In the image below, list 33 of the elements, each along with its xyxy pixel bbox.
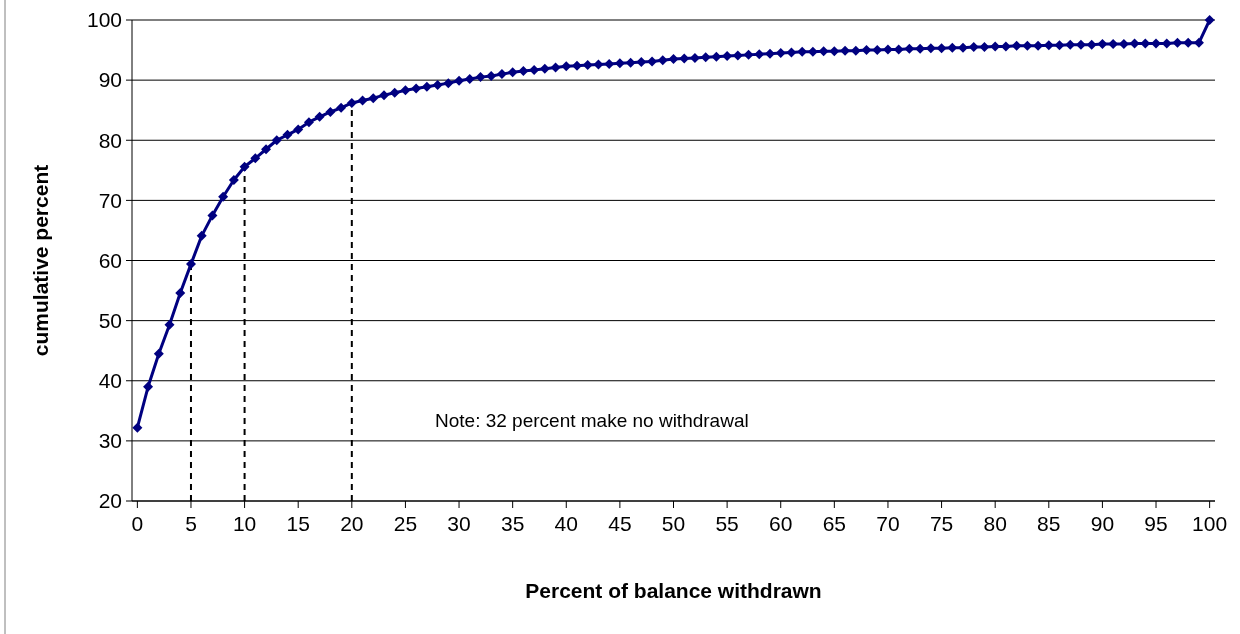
annotation: Note: 32 percent make no withdrawal bbox=[435, 410, 749, 431]
y-tick-label: 30 bbox=[98, 429, 122, 453]
x-tick-label: 100 bbox=[1192, 512, 1228, 535]
y-tick-label: 60 bbox=[98, 248, 122, 272]
y-tick-label: 90 bbox=[98, 68, 122, 92]
y-tick-label: 80 bbox=[98, 128, 122, 152]
x-tick-label: 5 bbox=[185, 512, 197, 535]
x-tick-label: 60 bbox=[769, 512, 793, 535]
x-tick-label: 40 bbox=[554, 512, 578, 535]
y-tick-label: 50 bbox=[98, 308, 122, 332]
x-tick-label: 70 bbox=[876, 512, 900, 535]
x-tick-label: 45 bbox=[608, 512, 632, 535]
x-tick-label: 20 bbox=[340, 512, 364, 535]
y-tick-label: 20 bbox=[98, 489, 122, 513]
x-tick-label: 30 bbox=[447, 512, 471, 535]
y-axis-title: cumulative percent bbox=[29, 164, 52, 357]
x-tick-label: 50 bbox=[661, 512, 686, 535]
y-tick-label: 100 bbox=[86, 8, 122, 32]
x-tick-label: 0 bbox=[131, 512, 144, 535]
x-tick-label: 15 bbox=[286, 512, 310, 535]
y-tick-label: 40 bbox=[98, 369, 122, 393]
x-axis-title: Percent of balance withdrawn bbox=[525, 579, 822, 602]
y-tick-label: 70 bbox=[98, 188, 122, 212]
x-tick-label: 95 bbox=[1144, 512, 1168, 535]
x-tick-label: 25 bbox=[393, 512, 418, 535]
x-tick-label: 10 bbox=[232, 512, 257, 535]
x-tick-label: 85 bbox=[1037, 512, 1061, 535]
x-tick-label: 80 bbox=[983, 512, 1007, 535]
x-tick-label: 65 bbox=[822, 512, 847, 535]
x-tick-label: 90 bbox=[1090, 512, 1115, 535]
x-tick-label: 75 bbox=[929, 512, 954, 535]
x-tick-label: 35 bbox=[500, 512, 525, 535]
x-tick-label: 55 bbox=[715, 512, 739, 535]
